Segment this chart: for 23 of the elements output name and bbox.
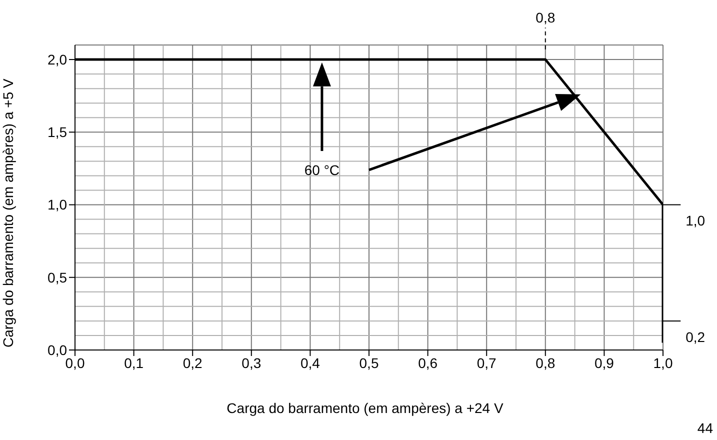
annotation: 0,2 (686, 328, 706, 345)
y-axis-title: Carga do barramento (em ampères) a +5 V (0, 78, 16, 348)
x-tick-label: 0,5 (359, 354, 379, 371)
x-tick-label: 0,4 (300, 354, 320, 371)
x-tick-label: 0,9 (594, 354, 614, 371)
x-tick-label: 0,0 (65, 354, 85, 371)
x-axis-title: Carga do barramento (em ampères) a +24 V (226, 400, 504, 416)
ref-line-label: 0,8 (536, 10, 556, 26)
y-tick-label: 1,0 (48, 196, 68, 213)
x-tick-label: 0,1 (124, 354, 144, 371)
text: 44 (697, 420, 713, 436)
y-tick-label: 1,5 (48, 124, 68, 140)
annotation: 1,0 (686, 212, 706, 229)
annotation: 60 °C (304, 162, 340, 178)
y-tick-label: 0,0 (48, 342, 68, 358)
y-tick-label: 2,0 (48, 51, 68, 68)
x-tick-label: 0,8 (536, 354, 556, 371)
x-tick-label: 0,6 (418, 354, 438, 371)
x-tick-label: 1,0 (653, 354, 673, 371)
x-tick-label: 0,7 (476, 354, 497, 371)
x-tick-label: 0,3 (242, 354, 262, 371)
x-tick-label: 0,2 (182, 354, 203, 371)
y-tick-label: 0,5 (48, 269, 68, 286)
